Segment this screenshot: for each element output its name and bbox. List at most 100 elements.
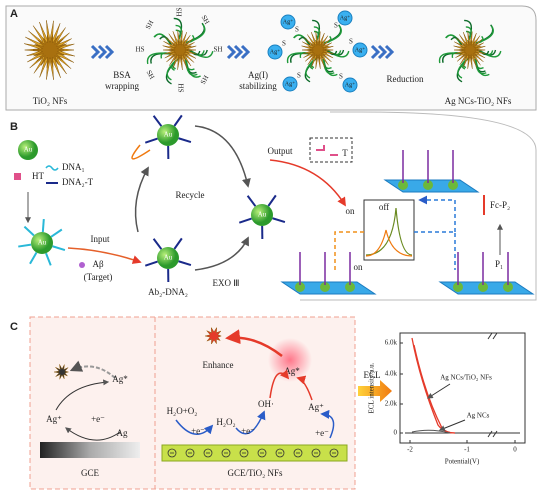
label: Ag* bbox=[284, 366, 300, 376]
label: SH bbox=[145, 69, 156, 81]
label: T bbox=[342, 148, 348, 158]
protein-strand bbox=[474, 57, 487, 75]
label: Output bbox=[267, 146, 293, 156]
pointer bbox=[426, 383, 451, 399]
panel-frame bbox=[300, 111, 537, 301]
label: Au bbox=[38, 239, 47, 247]
charge bbox=[311, 448, 321, 458]
arrow bbox=[235, 410, 266, 435]
target-strand bbox=[316, 145, 338, 156]
label: Ag⁺ bbox=[355, 46, 366, 53]
label: SH bbox=[199, 74, 210, 86]
label: wrapping bbox=[105, 81, 139, 91]
silver-ion bbox=[342, 77, 358, 93]
label: HS bbox=[176, 84, 184, 93]
silver-ion bbox=[282, 76, 298, 92]
label: Au bbox=[24, 146, 33, 154]
label: ECL bbox=[364, 370, 381, 380]
label: on bbox=[346, 206, 356, 216]
label: Au bbox=[164, 254, 173, 262]
label: GCE bbox=[81, 468, 100, 478]
y-tick-label: 6.0k bbox=[385, 339, 398, 347]
inset-curve bbox=[365, 207, 413, 256]
dna-strand bbox=[178, 137, 192, 144]
arrow bbox=[269, 369, 290, 399]
arrow bbox=[67, 247, 142, 264]
label: +e⁻ bbox=[315, 428, 329, 438]
nanocomposite bbox=[295, 282, 305, 292]
dna-strand bbox=[272, 217, 286, 224]
curve bbox=[411, 429, 451, 434]
plot-frame bbox=[399, 332, 526, 444]
arrow bbox=[69, 360, 116, 379]
target-icon bbox=[79, 262, 85, 268]
arrow bbox=[55, 379, 110, 411]
label: Ag⁺ bbox=[340, 14, 351, 21]
dna-strand bbox=[173, 114, 183, 127]
label: Au bbox=[258, 211, 267, 219]
label: BSA bbox=[113, 70, 131, 80]
arrow bbox=[296, 375, 313, 401]
dna-strand bbox=[173, 237, 183, 250]
y-tick-label: 2.0k bbox=[385, 400, 398, 408]
label: SH bbox=[200, 14, 211, 26]
silver-ion bbox=[267, 44, 283, 60]
nanocomposite bbox=[398, 180, 408, 190]
chevron bbox=[104, 44, 115, 60]
mechanism-box bbox=[29, 316, 356, 490]
charge bbox=[293, 448, 303, 458]
dashed-link bbox=[334, 231, 364, 270]
nanocomposite bbox=[423, 180, 433, 190]
nanoflower bbox=[168, 39, 192, 62]
dna-strand bbox=[246, 195, 257, 207]
dna-strand bbox=[238, 217, 252, 224]
label: H₂O₂ bbox=[216, 417, 235, 427]
label: Enhance bbox=[203, 360, 234, 370]
nanocomposite bbox=[345, 282, 355, 292]
label: (Target) bbox=[84, 272, 113, 282]
charge bbox=[239, 448, 249, 458]
label: on bbox=[354, 262, 364, 272]
target-box bbox=[309, 137, 353, 163]
dna-strand bbox=[178, 260, 192, 267]
silver-ion bbox=[280, 14, 296, 30]
au-nanoparticle bbox=[157, 247, 179, 269]
y-axis-label: ECL intensity/a.u. bbox=[368, 362, 376, 413]
au-nanoparticle bbox=[18, 140, 38, 160]
label: DNA₁ bbox=[62, 162, 85, 172]
label: S bbox=[297, 72, 301, 80]
protein-strand bbox=[189, 49, 214, 58]
nanocomposite bbox=[478, 282, 488, 292]
nanoflower bbox=[307, 39, 329, 62]
label: Reduction bbox=[387, 74, 424, 84]
protein-strand bbox=[189, 49, 201, 56]
label: S bbox=[282, 40, 286, 48]
dna-strand bbox=[45, 252, 52, 266]
chevron bbox=[384, 44, 395, 60]
label: Au bbox=[164, 131, 173, 139]
nanocomposite bbox=[503, 282, 513, 292]
label: +e⁻ bbox=[191, 426, 205, 436]
protein-strand bbox=[184, 57, 198, 76]
au-nanoparticle bbox=[157, 124, 179, 146]
nanocomposite bbox=[448, 180, 458, 190]
dna-strand bbox=[29, 252, 38, 265]
protein-strand bbox=[478, 49, 502, 58]
charge bbox=[221, 448, 231, 458]
pointer bbox=[438, 419, 466, 432]
label: Ag bbox=[117, 428, 128, 438]
dashed-link bbox=[414, 231, 456, 270]
label: GCE/TiO₂ NFs bbox=[227, 468, 283, 478]
label: EXO Ⅲ bbox=[213, 278, 240, 288]
label: Ab₂-DNA₂ bbox=[148, 287, 188, 297]
inset-curve bbox=[365, 229, 413, 257]
label: Ag⁺ bbox=[46, 414, 62, 424]
label: Ag⁺ bbox=[285, 80, 296, 87]
nanoflower bbox=[32, 34, 67, 68]
label: Ag⁺ bbox=[283, 18, 294, 25]
dna-strand bbox=[23, 225, 35, 237]
glow bbox=[268, 338, 312, 382]
chevron bbox=[377, 44, 388, 60]
x-tick-label: -2 bbox=[407, 446, 413, 454]
